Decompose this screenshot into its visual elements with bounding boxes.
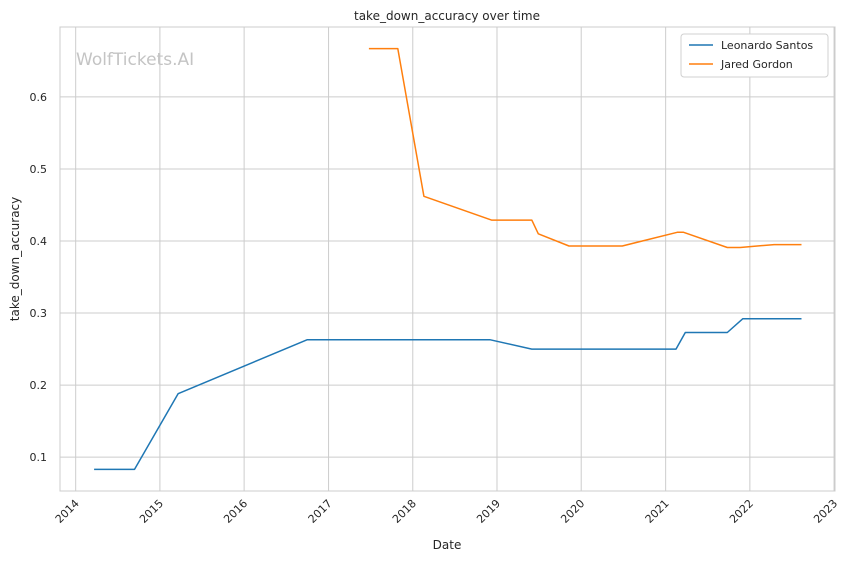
plot-frame — [59, 26, 836, 492]
grid — [60, 27, 835, 491]
y-tick-label: 0.1 — [30, 451, 48, 464]
legend-label-jared-gordon: Jared Gordon — [720, 58, 793, 71]
legend-box — [680, 33, 829, 78]
series-line-jared-gordon — [368, 47, 802, 249]
y-tick-label: 0.5 — [30, 163, 48, 176]
legend-label-leonardo-santos: Leonardo Santos — [721, 39, 813, 52]
series-line-leonardo-santos — [94, 318, 802, 471]
chart-title: take_down_accuracy over time — [354, 9, 540, 23]
y-axis-label: take_down_accuracy — [8, 197, 22, 321]
y-tick-label: 0.4 — [30, 235, 48, 248]
plot-area — [60, 27, 835, 491]
y-tick-label: 0.2 — [30, 379, 48, 392]
legend: Leonardo Santos Jared Gordon — [680, 33, 829, 78]
x-axis-label: Date — [433, 538, 462, 552]
y-tick-label: 0.3 — [30, 307, 48, 320]
watermark: WolfTickets.AI — [76, 50, 194, 70]
y-tick-labels: 0.1 0.2 0.3 0.4 0.5 0.6 — [30, 91, 48, 464]
series-group — [94, 47, 802, 471]
y-tick-label: 0.6 — [30, 91, 48, 104]
